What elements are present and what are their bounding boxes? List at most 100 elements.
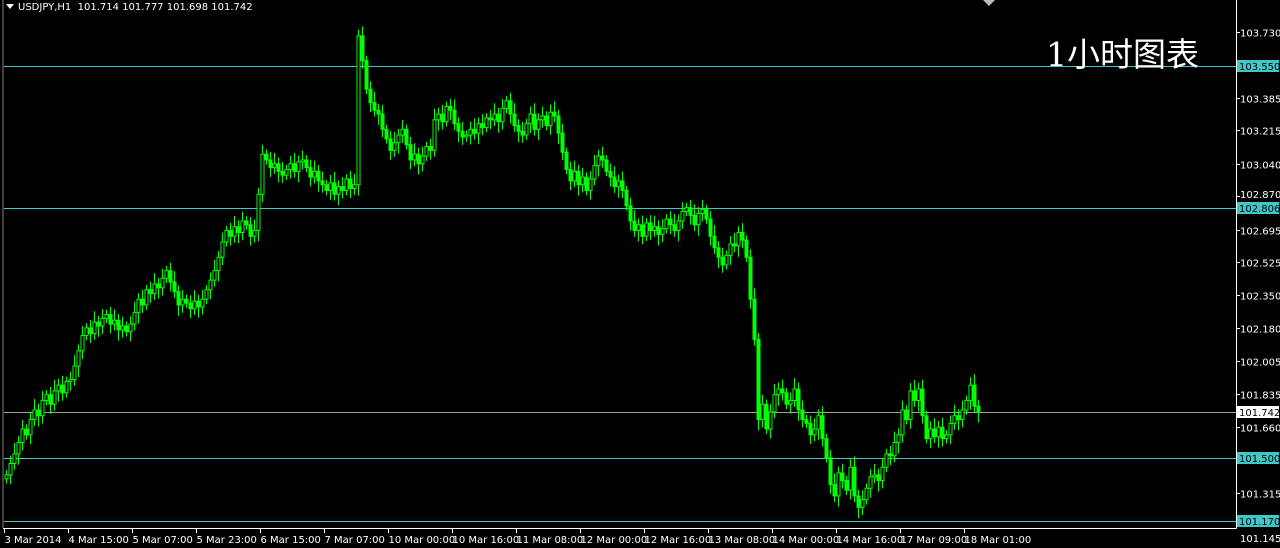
candle-body [616, 180, 621, 188]
candle [232, 215, 237, 243]
candle [456, 117, 461, 143]
candle [184, 294, 189, 308]
candle [608, 163, 613, 187]
candle [840, 463, 845, 489]
candle-body [492, 113, 497, 121]
candle [320, 171, 325, 193]
time-tick-label: 18 Mar 01:00 [965, 535, 1032, 546]
candle-body [708, 218, 713, 237]
candle-body [252, 230, 257, 237]
candle [152, 273, 157, 300]
candle-body [180, 298, 185, 306]
candle [160, 268, 165, 296]
level-label-bg [1237, 202, 1279, 214]
candle-body [704, 209, 709, 220]
candle-body [484, 117, 489, 128]
candle-body [348, 178, 353, 190]
candle-body [768, 411, 773, 430]
candle [552, 101, 557, 123]
candle-body [612, 176, 617, 188]
candle-body [92, 321, 97, 335]
candle-body [4, 474, 9, 480]
candle [424, 141, 429, 161]
candle [212, 259, 217, 287]
candle-body [792, 388, 797, 401]
candle [584, 172, 589, 196]
candle [460, 121, 465, 145]
candle [372, 91, 377, 117]
candle [600, 146, 605, 168]
dropdown-triangle-icon[interactable] [6, 4, 14, 9]
candle [136, 292, 141, 324]
candle [912, 380, 917, 407]
candle [832, 473, 837, 503]
candle-body [284, 168, 289, 176]
candle-body [64, 380, 69, 394]
candle-body [280, 170, 285, 176]
candle [56, 378, 61, 402]
ohlc-values: 101.714 101.777 101.698 101.742 [77, 2, 253, 13]
candle-body [256, 193, 261, 232]
candle-body [144, 289, 149, 306]
candle [936, 420, 941, 448]
candle [780, 379, 785, 401]
level-label: 101.500 [1239, 454, 1280, 465]
time-tick-label: 3 Mar 2014 [5, 535, 62, 546]
candle-body [432, 119, 437, 151]
candle-body [900, 409, 905, 436]
candle-body [896, 434, 901, 443]
candle [144, 284, 149, 310]
candle [380, 104, 385, 138]
candle-body [892, 441, 897, 457]
candle-body [436, 113, 441, 121]
candle [744, 235, 749, 263]
candle-body [624, 189, 629, 207]
candle-body [368, 88, 373, 104]
candle [868, 468, 873, 498]
candle-body [728, 243, 733, 256]
candle-body [656, 226, 661, 235]
candle [336, 180, 341, 206]
candle-body [80, 335, 85, 352]
candle [932, 418, 937, 444]
candle [712, 225, 717, 255]
candle-body [972, 384, 977, 407]
candle [784, 388, 789, 410]
candle [200, 289, 205, 315]
candle-body [760, 403, 765, 421]
candle [760, 394, 765, 428]
level-label-bg [1237, 515, 1279, 527]
candle-body [784, 392, 789, 405]
candle [848, 459, 853, 500]
candle-body [512, 113, 517, 127]
candle-body [84, 327, 89, 337]
candle-body [448, 105, 453, 111]
candle [292, 152, 297, 178]
candle-body [192, 300, 197, 310]
candle [596, 149, 601, 177]
candle-body [412, 153, 417, 161]
candle [796, 382, 801, 421]
candle-body [464, 134, 469, 138]
candle-body [76, 350, 81, 367]
candle [808, 415, 813, 445]
candle [852, 456, 857, 503]
candle [916, 382, 921, 412]
candle [240, 211, 245, 241]
candle [60, 375, 65, 401]
candle [480, 114, 485, 136]
candle-body [740, 231, 745, 241]
candle [264, 149, 269, 165]
candle-body [500, 107, 505, 123]
candle-body [872, 474, 877, 478]
candle-body [104, 314, 109, 319]
chart-shift-marker-icon[interactable] [983, 0, 995, 6]
candle-body [384, 128, 389, 140]
candle-body [20, 428, 25, 443]
candle [412, 143, 417, 167]
candle-body [184, 298, 189, 304]
candle [476, 117, 481, 145]
candle [576, 165, 581, 196]
candle-body [692, 214, 697, 226]
